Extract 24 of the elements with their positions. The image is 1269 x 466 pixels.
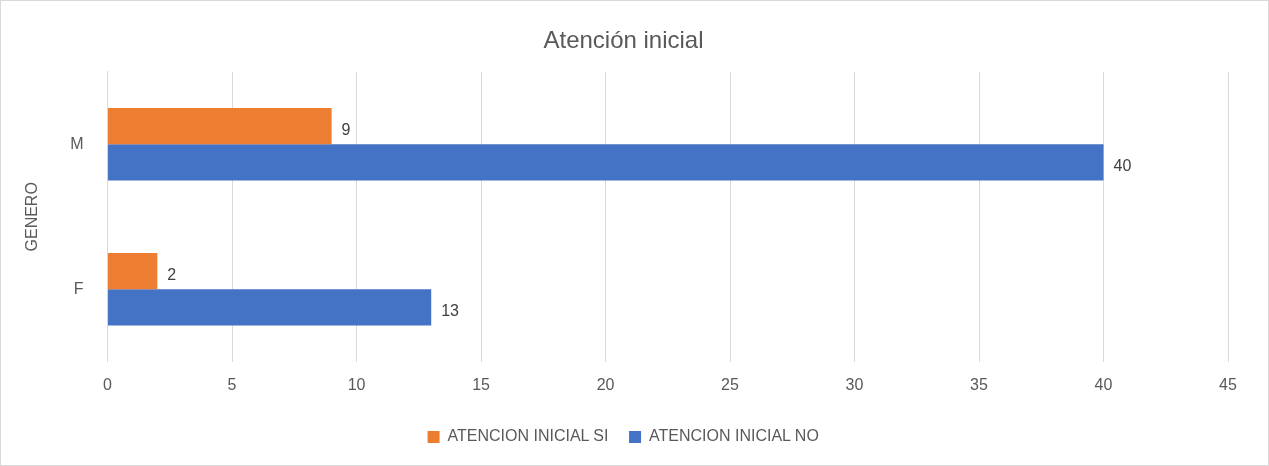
bar	[108, 289, 432, 326]
x-tick-label: 20	[596, 375, 615, 393]
bar	[108, 144, 1104, 181]
data-label: 13	[441, 301, 460, 319]
x-tick-label: 15	[472, 375, 491, 393]
x-tick-label: 30	[845, 375, 864, 393]
x-tick-label: 45	[1219, 375, 1237, 393]
x-tick-label: 40	[1094, 375, 1113, 393]
data-label: 9	[341, 120, 351, 138]
bar	[108, 253, 158, 290]
x-tick-label: 5	[227, 375, 237, 393]
x-tick-label: 25	[721, 375, 740, 393]
data-label: 2	[167, 265, 177, 283]
y-tick-label: F	[73, 279, 84, 297]
x-tick-label: 35	[970, 375, 989, 393]
bar	[108, 108, 332, 145]
data-label: 40	[1113, 156, 1132, 174]
x-tick-label: 0	[103, 375, 113, 393]
x-tick-label: 10	[347, 375, 366, 393]
legend-label: ATENCION INICIAL SI	[447, 427, 609, 445]
y-axis-title: GENERO	[23, 182, 41, 252]
legend-label: ATENCION INICIAL NO	[649, 427, 819, 445]
chart-title: Atención inicial	[543, 26, 704, 54]
y-tick-label: M	[70, 134, 84, 152]
